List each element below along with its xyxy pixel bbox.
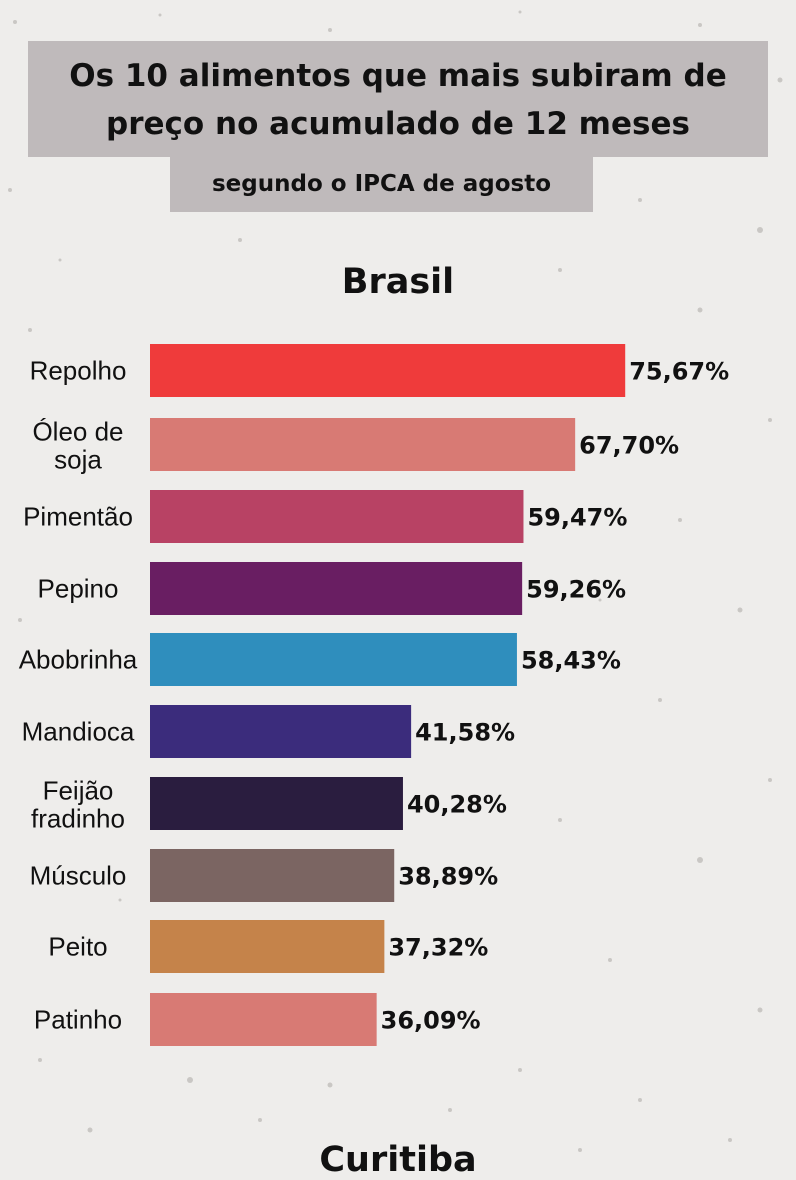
category-label-3: Pepino [38,574,119,604]
bar-7 [150,849,395,902]
value-label-5: 41,58% [415,719,515,747]
category-label-0: Repolho [30,356,127,386]
bar-0 [150,344,626,397]
bar-5 [150,705,412,758]
value-label-6: 40,28% [407,791,507,819]
value-label-0: 75,67% [629,358,729,386]
chart-subtitle: segundo o IPCA de agosto [211,171,552,197]
subtitle-background [170,157,593,212]
chart-title: Os 10 alimentos que mais subiram de preç… [69,58,727,142]
bar-6 [150,777,403,830]
category-label-1: Óleo de soja [32,417,123,475]
value-label-1: 67,70% [579,432,679,460]
title-background [28,41,768,157]
category-label-2: Pimentão [23,502,133,532]
bar-8 [150,920,385,973]
section-title-brasil: Brasil [341,262,455,302]
category-label-9: Patinho [34,1005,122,1035]
value-label-9: 36,09% [381,1007,481,1035]
value-label-8: 37,32% [388,934,488,962]
bar-3 [150,562,523,615]
category-label-8: Peito [48,932,107,962]
category-label-7: Músculo [30,861,127,891]
bar-9 [150,993,377,1046]
category-label-6: Feijão fradinho [31,776,125,834]
bar-1 [150,418,576,471]
value-label-3: 59,26% [526,576,626,604]
value-label-2: 59,47% [527,504,627,532]
bar-4 [150,633,517,686]
category-label-5: Mandioca [22,717,135,747]
value-label-4: 58,43% [521,647,621,675]
value-label-7: 38,89% [398,863,498,891]
bar-2 [150,490,524,543]
category-label-4: Abobrinha [19,645,138,675]
